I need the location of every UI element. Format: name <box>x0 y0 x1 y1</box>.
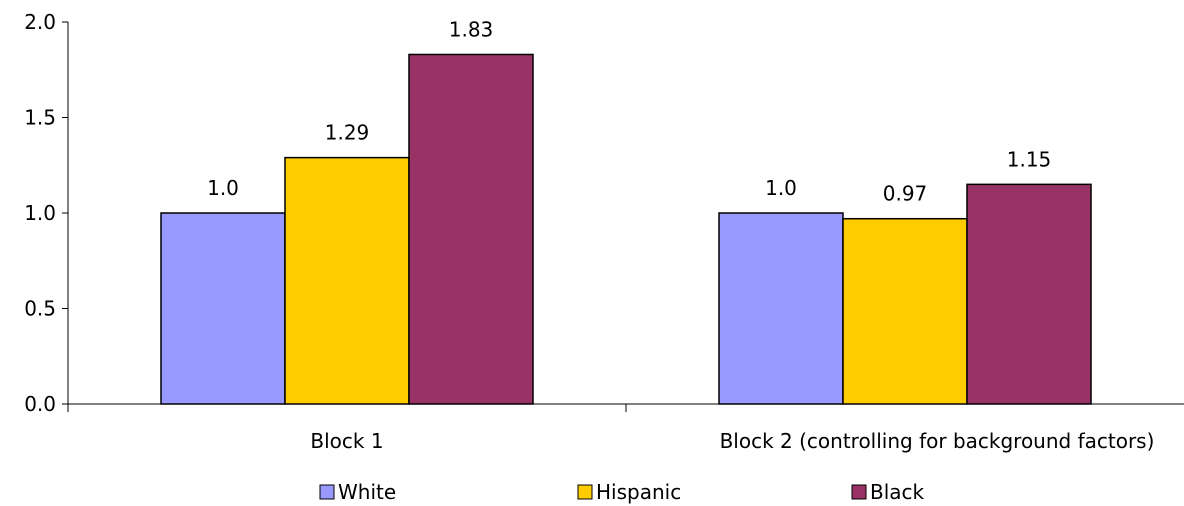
legend-swatch-black <box>851 484 867 500</box>
bar-hispanic <box>842 217 968 405</box>
y-tick-label: 2.0 <box>24 10 56 34</box>
legend-swatch-hispanic <box>577 484 593 500</box>
data-label: 1.0 <box>765 176 797 200</box>
data-label: 1.83 <box>449 17 494 41</box>
data-label: 1.0 <box>207 176 239 200</box>
bar-black <box>408 53 534 405</box>
x-category-label: Block 1 <box>310 429 383 453</box>
bar-hispanic <box>284 156 410 405</box>
x-category-label: Block 2 (controlling for background fact… <box>720 429 1155 453</box>
y-tick-label: 1.5 <box>24 106 56 130</box>
legend-label-white: White <box>338 480 396 504</box>
y-tick-label: 0.5 <box>24 297 56 321</box>
data-label: 1.15 <box>1007 147 1052 171</box>
data-label: 0.97 <box>883 182 928 206</box>
y-tick-label: 1.0 <box>24 201 56 225</box>
data-label: 1.29 <box>325 121 370 145</box>
bar-black <box>966 183 1092 405</box>
bar-white <box>160 212 286 405</box>
legend-swatch-white <box>319 484 335 500</box>
legend-label-black: Black <box>870 480 925 504</box>
legend-label-hispanic: Hispanic <box>596 480 681 504</box>
bar-white <box>718 212 844 405</box>
y-tick-label: 0.0 <box>24 392 56 416</box>
